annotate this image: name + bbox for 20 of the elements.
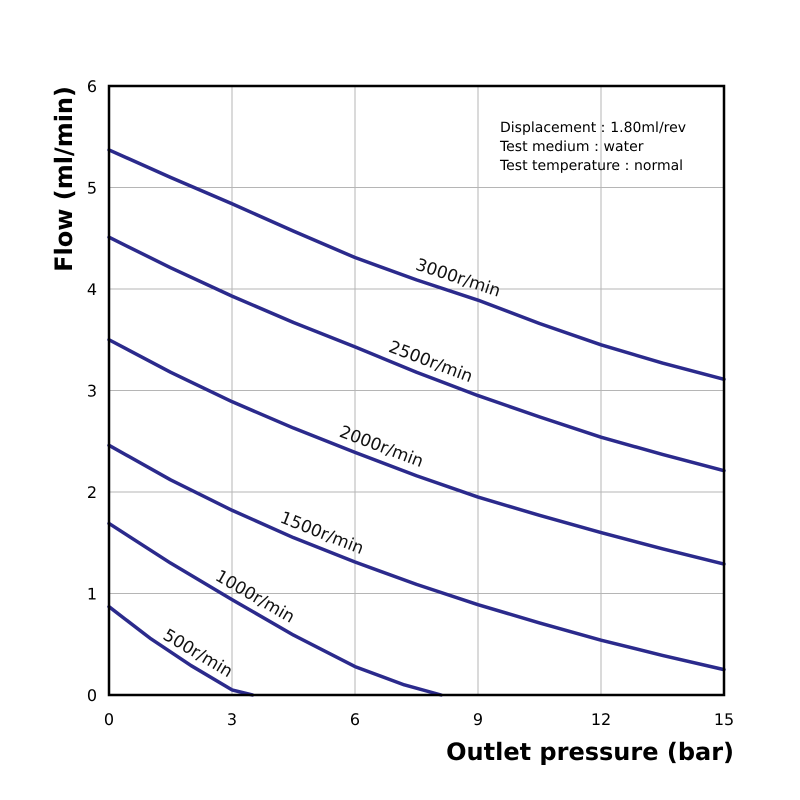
x-tick-label: 6 xyxy=(350,710,360,729)
x-tick-label: 12 xyxy=(590,710,612,729)
y-tick-label: 3 xyxy=(86,382,97,400)
line-series xyxy=(107,235,726,472)
line-series xyxy=(107,338,726,566)
y-tick-label: 4 xyxy=(86,280,97,299)
annotation: Test medium：water xyxy=(499,139,644,155)
y-tick-label: 0 xyxy=(86,686,97,705)
y-tick-label: 5 xyxy=(86,178,97,198)
annotation: Test temperature：normal xyxy=(499,158,684,174)
x-tick-label: 0 xyxy=(104,710,114,729)
x-axis-title: Outlet pressure (bar) xyxy=(446,738,734,766)
y-tick-label: 2 xyxy=(86,483,97,502)
x-tick-label: 3 xyxy=(226,710,238,729)
y-axis-title: Flow (ml/min) xyxy=(50,86,78,272)
y-tick-label: 1 xyxy=(86,584,97,604)
annotation: Displacement：1.80ml/rev xyxy=(500,120,686,136)
x-tick-label: 9 xyxy=(472,710,484,729)
x-tick-label: 15 xyxy=(714,710,734,729)
y-tick-label: 6 xyxy=(86,77,97,96)
